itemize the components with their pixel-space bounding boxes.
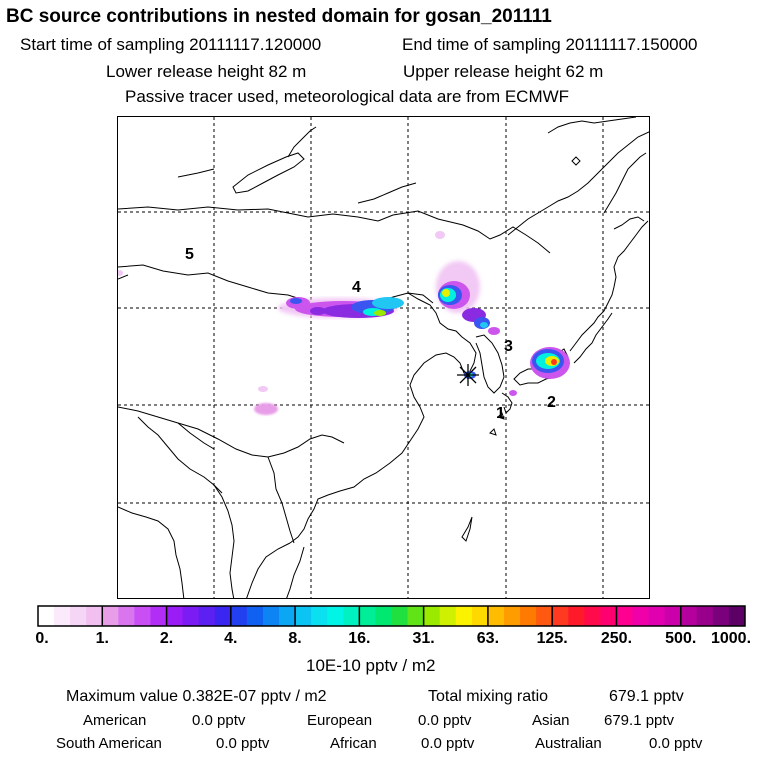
region-value-european: 0.0 pptv [418, 712, 471, 729]
region-value-australian: 0.0 pptv [649, 735, 702, 752]
chart-title: BC source contributions in nested domain… [6, 6, 552, 28]
colorbar-tick-label: 8. [288, 630, 301, 648]
colorbar-swatch [681, 606, 698, 626]
region-value-american: 0.0 pptv [192, 712, 245, 729]
region-name-south-american: South American [56, 735, 162, 752]
tracer-note: Passive tracer used, meteorological data… [125, 87, 569, 107]
colorbar-swatch [199, 606, 216, 626]
colorbar-swatch [520, 606, 537, 626]
colorbar-unit: 10E-10 pptv / m2 [306, 656, 435, 676]
colorbar-swatch [167, 606, 184, 626]
plume-region-3 [436, 261, 500, 335]
colorbar-swatch [247, 606, 264, 626]
colorbar-swatch [649, 606, 666, 626]
map-panel: 1 2 3 4 5 [117, 116, 650, 599]
colorbar-swatch [150, 606, 167, 626]
colorbar [37, 605, 746, 627]
colorbar-tick-label: 1. [96, 630, 109, 648]
colorbar-swatch [568, 606, 585, 626]
region-name-asian: Asian [532, 712, 570, 729]
plume-region-4 [278, 297, 404, 318]
map-canvas: 1 2 3 4 5 [118, 117, 650, 599]
asterisk-icon [457, 364, 479, 386]
colorbar-swatch [263, 606, 280, 626]
region-value-south-american: 0.0 pptv [216, 735, 269, 752]
total-mixing-label: Total mixing ratio [428, 688, 548, 706]
plume-region-2 [530, 347, 570, 379]
colorbar-swatch [729, 606, 746, 626]
colorbar-tick-label: 500. [665, 630, 696, 648]
colorbar-swatch [375, 606, 392, 626]
colorbar-tick-label: 16. [348, 630, 370, 648]
region-name-european: European [307, 712, 372, 729]
region-name-african: African [330, 735, 377, 752]
map-grid [118, 117, 650, 599]
colorbar-swatch [279, 606, 296, 626]
region-value-african: 0.0 pptv [421, 735, 474, 752]
colorbar-swatch [584, 606, 601, 626]
colorbar-tick-label: 0. [35, 630, 48, 648]
colorbar-swatch [343, 606, 360, 626]
colorbar-swatch [231, 606, 248, 626]
colorbar-swatch [665, 606, 682, 626]
start-time-label: Start time of sampling 20111117.120000 [20, 35, 321, 55]
region-label-1: 1 [496, 405, 505, 422]
colorbar-tick-label: 1000. [711, 630, 751, 648]
colorbar-swatch [616, 606, 633, 626]
colorbar-swatch [488, 606, 505, 626]
colorbar-tick-label: 31. [413, 630, 435, 648]
colorbar-swatch [440, 606, 457, 626]
lower-release-height: Lower release height 82 m [106, 62, 306, 82]
colorbar-tick-label: 63. [477, 630, 499, 648]
end-time-label: End time of sampling 20111117.150000 [402, 35, 698, 55]
region-value-asian: 679.1 pptv [604, 712, 674, 729]
colorbar-swatch [70, 606, 87, 626]
colorbar-swatch [215, 606, 232, 626]
colorbar-swatch [359, 606, 376, 626]
colorbar-tick-label: 125. [537, 630, 568, 648]
colorbar-swatch [392, 606, 409, 626]
colorbar-swatch [295, 606, 312, 626]
colorbar-swatch [38, 606, 55, 626]
colorbar-swatch [408, 606, 425, 626]
region-label-3: 3 [504, 338, 513, 355]
colorbar-swatch [311, 606, 328, 626]
total-mixing-value: 679.1 pptv [609, 688, 684, 706]
region-label-4: 4 [352, 279, 361, 296]
colorbar-swatch [134, 606, 151, 626]
colorbar-swatch [183, 606, 200, 626]
max-value: Maximum value 0.382E-07 pptv / m2 [66, 688, 327, 706]
upper-release-height: Upper release height 62 m [403, 62, 603, 82]
colorbar-tick-label: 250. [601, 630, 632, 648]
colorbar-swatch [54, 606, 71, 626]
colorbar-swatch [102, 606, 119, 626]
colorbar-swatch [536, 606, 553, 626]
colorbar-swatch [86, 606, 103, 626]
colorbar-swatch [713, 606, 730, 626]
colorbar-swatch [633, 606, 650, 626]
region-name-australian: Australian [535, 735, 602, 752]
region-name-american: American [83, 712, 146, 729]
colorbar-swatch [118, 606, 135, 626]
colorbar-swatch [424, 606, 441, 626]
region-label-2: 2 [547, 394, 556, 411]
plume-tibet [118, 231, 445, 415]
colorbar-swatch [552, 606, 569, 626]
colorbar-tick-label: 4. [224, 630, 237, 648]
coastlines [118, 117, 650, 599]
colorbar-swatch [504, 606, 521, 626]
colorbar-tick-label: 2. [160, 630, 173, 648]
colorbar-swatch [472, 606, 489, 626]
region-label-5: 5 [185, 246, 194, 263]
colorbar-swatch [600, 606, 617, 626]
colorbar-swatch [327, 606, 344, 626]
colorbar-swatch [456, 606, 473, 626]
colorbar-swatch [697, 606, 714, 626]
